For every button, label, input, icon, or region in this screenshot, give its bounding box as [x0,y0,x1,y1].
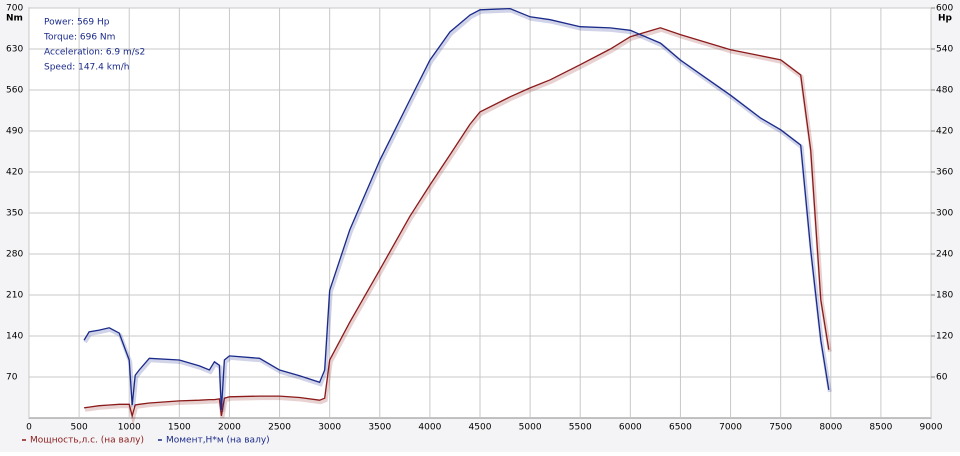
x-tick-label: 2000 [218,423,241,433]
x-tick-label: 0 [26,423,32,433]
x-tick-label: 1500 [168,423,191,433]
x-tick-label: 5500 [569,423,592,433]
info-text: Acceleration: 6.9 m/s2 [44,48,145,58]
line-shadow [84,27,832,426]
x-tick-label: 4500 [469,423,492,433]
x-tick-label: 9000 [920,423,943,433]
y-tick-label: 140 [6,332,23,342]
x-tick-label: 4000 [418,423,441,433]
y2-tick-label: 60 [936,373,948,383]
legend-label: Момент,Н*м (на валу) [166,436,270,446]
x-tick-label: 5000 [519,423,542,433]
y2-tick-label: 480 [936,86,953,96]
y-tick-label: 350 [6,209,23,219]
info-text: Speed: 147.4 km/h [44,63,129,73]
y-tick-label: 70 [6,373,18,383]
x-tick-label: 7500 [769,423,792,433]
y2-tick-label: 420 [936,127,953,137]
x-tick-label: 8500 [869,423,892,433]
x-tick-label: 1000 [118,423,141,433]
y2-tick-label: 240 [936,250,953,260]
series-line [83,7,830,410]
x-tick-label: 6000 [619,423,642,433]
x-tick-label: 2500 [268,423,291,433]
info-text: Power: 569 Hp [44,18,110,28]
series-line [84,27,830,419]
line-shadow [83,8,832,412]
x-tick-label: 3000 [318,423,341,433]
info-text: Torque: 696 Nm [43,33,115,43]
x-tick-label: 7000 [719,423,742,433]
y-tick-label: 490 [6,127,23,137]
x-tick-label: 3500 [368,423,391,433]
y2-tick-label: 300 [936,209,953,219]
y-tick-label: 420 [6,168,23,178]
y-tick-label: 280 [6,250,23,260]
y-tick-label: 630 [6,45,23,55]
y2-tick-label: 600 [936,4,953,14]
x-tick-label: 6500 [669,423,692,433]
y2-tick-label: 540 [936,45,953,55]
y2-tick-label: 360 [936,168,953,178]
y2-tick-label: 180 [936,291,953,301]
y-tick-label: 700 [6,4,23,14]
y-tick-label: 210 [6,291,23,301]
y-tick-label: 560 [6,86,23,96]
y2-tick-label: 120 [936,332,953,342]
x-tick-label: 500 [71,423,88,433]
y2-axis-unit: Hp [938,14,953,24]
x-tick-label: 8000 [819,423,842,433]
legend-label: Мощность,л.с. (на валу) [30,436,144,446]
y-axis-unit: Nm [6,14,23,24]
